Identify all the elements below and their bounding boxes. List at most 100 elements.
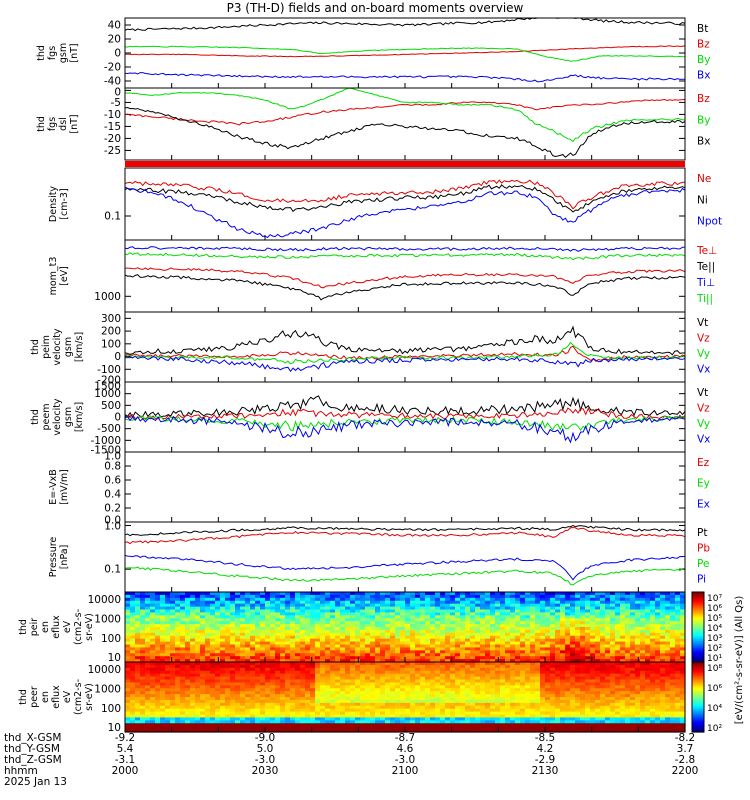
spectrogram-cell (515, 644, 521, 649)
spectrogram-cell (465, 697, 471, 701)
spectrogram-cell (380, 708, 386, 713)
spectrogram-cell (495, 624, 501, 628)
spectrogram-cell (455, 627, 461, 631)
spectrogram-cell (385, 609, 391, 614)
spectrogram-cell (610, 656, 616, 660)
spectrogram-cell (130, 624, 136, 628)
spectrogram-cell (490, 673, 496, 678)
spectrogram-cell (200, 638, 206, 643)
spectrogram-cell (140, 603, 146, 608)
peir_spectrogram-ylabel: en (40, 621, 51, 633)
spectrogram-cell (480, 667, 486, 672)
spectrogram-cell (415, 609, 421, 614)
spectrogram-cell (440, 729, 446, 733)
spectrogram-cell (560, 638, 566, 643)
spectrogram-cell (205, 656, 211, 660)
spectrogram-cell (355, 600, 361, 605)
spectrogram-cell (675, 624, 681, 628)
spectrogram-cell (485, 673, 491, 678)
spectrogram-cell (525, 664, 531, 669)
spectrogram-cell (505, 711, 511, 716)
spectrogram-cell (415, 676, 421, 681)
spectrogram-cell (385, 726, 391, 730)
spectrogram-cell (305, 729, 311, 733)
spectrogram-cell (610, 603, 616, 608)
spectrogram-cell (450, 694, 456, 698)
spectrogram-cell (295, 609, 301, 614)
spectrogram-cell (335, 629, 341, 634)
spectrogram-cell (175, 679, 181, 684)
spectrogram-cell (250, 594, 256, 599)
spectrogram-cell (580, 621, 586, 625)
spectrogram-cell (535, 656, 541, 660)
spectrogram-cell (465, 644, 471, 649)
spectrogram-cell (500, 629, 506, 634)
spectrogram-cell (370, 676, 376, 681)
spectrogram-cell (190, 624, 196, 628)
spectrogram-cell (560, 627, 566, 631)
spectrogram-cell (445, 656, 451, 660)
spectrogram-cell (370, 641, 376, 646)
spectrogram-cell (255, 691, 261, 695)
spectrogram-cell (510, 708, 516, 713)
spectrogram-cell (145, 688, 151, 692)
spectrogram-cell (505, 621, 511, 625)
spectrogram-cell (500, 650, 506, 654)
spectrogram-cell (205, 612, 211, 616)
spectrogram-cell (475, 606, 481, 611)
spectrogram-cell (180, 635, 186, 640)
spectrogram-cell (445, 708, 451, 713)
spectrogram-cell (365, 685, 371, 689)
spectrogram-cell (350, 600, 356, 605)
spectrogram-cell (185, 729, 191, 733)
spectrogram-cell (485, 711, 491, 716)
spectrogram-cell (265, 615, 271, 619)
spectrogram-cell (425, 702, 431, 707)
spectrogram-cell (320, 629, 326, 634)
spectrogram-cell (260, 717, 266, 721)
spectrogram-cell (235, 708, 241, 713)
spectrogram-cell (465, 597, 471, 602)
spectrogram-cell (340, 714, 346, 719)
spectrogram-cell (545, 621, 551, 625)
spectrogram-cell (600, 624, 606, 628)
spectrogram-cell (215, 685, 221, 689)
spectrogram-cell (490, 667, 496, 672)
spectrogram-cell (415, 632, 421, 637)
spectrogram-cell (325, 694, 331, 698)
spectrogram-cell (655, 629, 661, 634)
spectrogram-cell (210, 682, 216, 686)
spectrogram-cell (215, 627, 221, 631)
spectrogram-cell (425, 664, 431, 669)
spectrogram-cell (275, 606, 281, 611)
spectrogram-cell (590, 621, 596, 625)
spectrogram-cell (125, 705, 131, 710)
spectrogram-cell (435, 691, 441, 695)
spectrogram-cell (165, 664, 171, 669)
spectrogram-cell (250, 641, 256, 646)
spectrogram-cell (250, 635, 256, 640)
spectrogram-cell (400, 624, 406, 628)
spectrogram-cell (595, 618, 601, 622)
spectrogram-cell (290, 685, 296, 689)
spectrogram-cell (405, 705, 411, 710)
spectrogram-cell (375, 653, 381, 657)
spectrogram-cell (420, 664, 426, 669)
spectrogram-cell (525, 662, 531, 666)
spectrogram-cell (545, 615, 551, 619)
spectrogram-cell (560, 597, 566, 602)
spectrogram-cell (145, 720, 151, 724)
spectrogram-cell (490, 729, 496, 733)
spectrogram-cell (250, 609, 256, 614)
spectrogram-cell (475, 694, 481, 698)
spectrogram-cell (495, 729, 501, 733)
spectrogram-cell (295, 597, 301, 602)
spectrogram-cell (665, 615, 671, 619)
spectrogram-cell (230, 635, 236, 640)
spectrogram-cell (125, 632, 131, 637)
spectrogram-cell (550, 635, 556, 640)
spectrogram-cell (175, 662, 181, 666)
spectrogram-cell (170, 702, 176, 707)
spectrogram-cell (550, 612, 556, 616)
spectrogram-cell (435, 682, 441, 686)
